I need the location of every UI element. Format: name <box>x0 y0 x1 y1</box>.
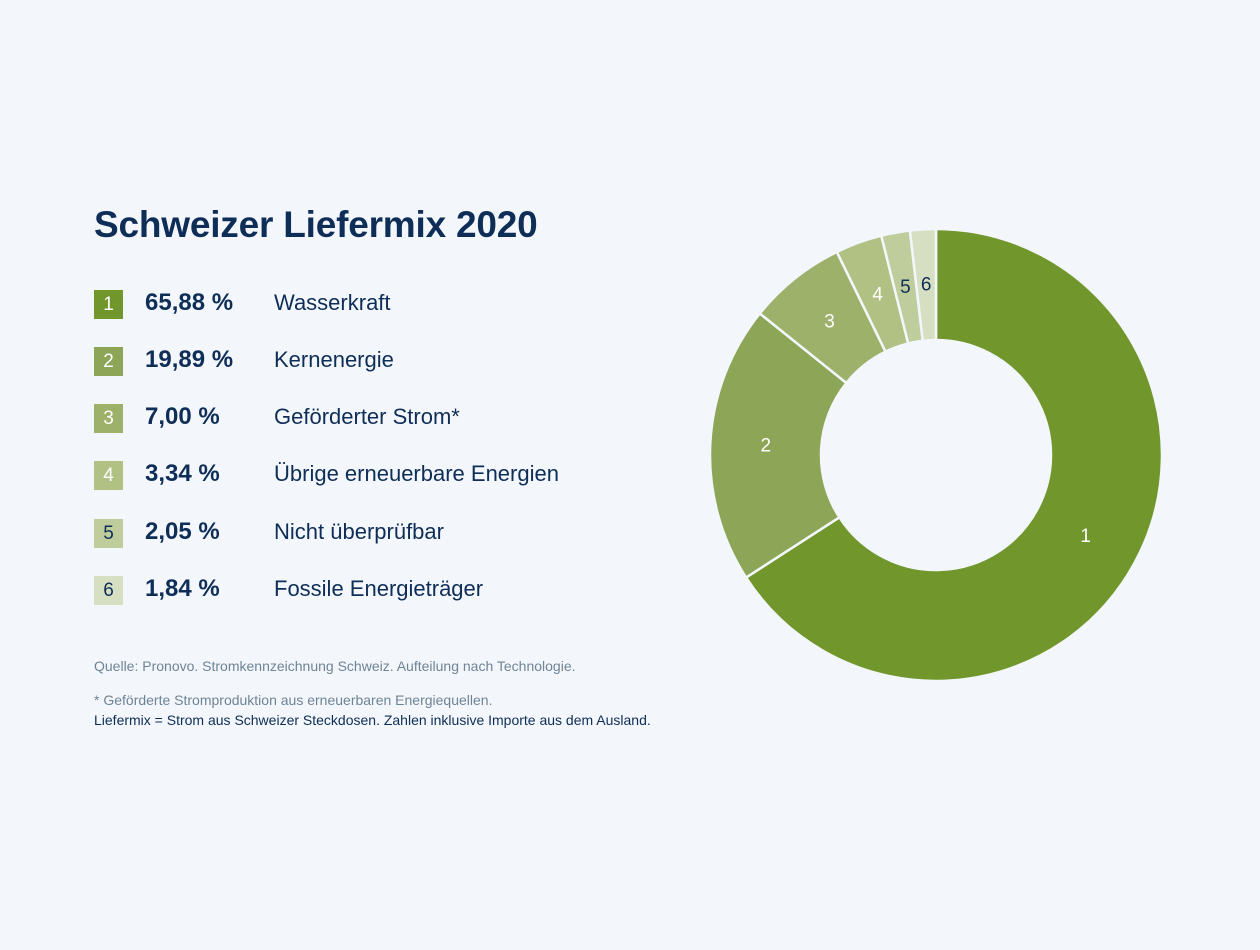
legend-item-kernenergie: 2 19,89 % Kernenergie <box>94 342 674 382</box>
source-note: Quelle: Pronovo. Stromkennzeichnung Schw… <box>94 658 576 674</box>
legend-swatch-3: 3 <box>94 404 123 433</box>
legend-label-1: Wasserkraft <box>274 290 391 315</box>
donut-slice-1 <box>744 227 1164 683</box>
legend-percent-1: 65,88 % <box>145 289 234 316</box>
donut-slice-2 <box>708 311 849 580</box>
legend-item-nicht-ueberpruefbar: 5 2,05 % Nicht überprüfbar <box>94 514 674 554</box>
legend-swatch-4: 4 <box>94 461 123 490</box>
donut-label-4: 4 <box>872 284 883 305</box>
legend-swatch-6: 6 <box>94 576 123 605</box>
footnote: * Geförderte Stromproduktion aus erneuer… <box>94 692 493 708</box>
legend-item-wasserkraft: 1 65,88 % Wasserkraft <box>94 285 674 325</box>
donut-label-3: 3 <box>824 311 835 332</box>
definition-note: Liefermix = Strom aus Schweizer Steckdos… <box>94 712 651 728</box>
legend-label-6: Fossile Energieträger <box>274 576 484 601</box>
legend-item-fossile: 6 1,84 % Fossile Energieträger <box>94 571 674 611</box>
legend-label-4: Übrige erneuerbare Energien <box>274 461 559 486</box>
legend-item-gefoerderter-strom: 3 7,00 % Geförderter Strom* <box>94 399 674 439</box>
donut-chart: 1 2 3 4 5 6 <box>708 227 1164 683</box>
legend-percent-4: 3,34 % <box>145 460 220 487</box>
legend-label-5: Nicht überprüfbar <box>274 519 444 544</box>
legend-swatch-2: 2 <box>94 347 123 376</box>
legend-swatch-1: 1 <box>94 290 123 319</box>
donut-slice-labels: 1 2 3 4 5 6 <box>760 274 1091 547</box>
legend-swatch-5: 5 <box>94 519 123 548</box>
donut-label-1: 1 <box>1080 526 1091 547</box>
donut-label-2: 2 <box>760 436 771 457</box>
donut-slices <box>708 227 1164 683</box>
legend-label-2: Kernenergie <box>274 347 394 372</box>
legend-percent-3: 7,00 % <box>145 403 220 430</box>
legend-percent-6: 1,84 % <box>145 575 220 602</box>
donut-slice-6 <box>908 227 938 343</box>
donut-label-5: 5 <box>900 277 911 298</box>
legend-percent-2: 19,89 % <box>145 346 234 373</box>
chart-title: Schweizer Liefermix 2020 <box>94 204 538 245</box>
legend-item-uebrige-erneuerbare: 4 3,34 % Übrige erneuerbare Energien <box>94 456 674 496</box>
legend-percent-5: 2,05 % <box>145 518 220 545</box>
donut-label-6: 6 <box>921 274 932 295</box>
legend-label-3: Geförderter Strom* <box>274 404 460 429</box>
